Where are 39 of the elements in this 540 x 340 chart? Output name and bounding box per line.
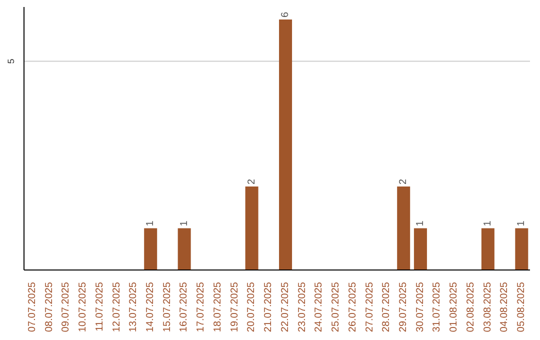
x-tick-label: 13.07.2025 [128,282,140,332]
x-tick-label: 21.07.2025 [263,282,274,332]
x-tick-label: 27.07.2025 [364,282,376,332]
x-tick-label: 16.07.2025 [178,282,190,332]
x-tick-label: 30.07.2025 [414,282,426,332]
x-tick-label: 23.07.2025 [296,282,308,332]
x-tick-label: 05.08.2025 [516,282,528,332]
x-tick-label: 26.07.2025 [347,282,358,332]
data-label: 1 [414,220,426,226]
x-tick-label: 18.07.2025 [212,282,224,332]
x-tick-label: 01.08.2025 [448,282,460,332]
x-tick-label: 22.07.2025 [280,282,291,332]
x-tick-label: 24.07.2025 [314,282,325,332]
x-tick-label: 19.07.2025 [229,282,240,332]
data-label: 1 [482,220,494,226]
x-tick-label: 15.07.2025 [162,282,173,332]
data-label: 2 [398,178,410,185]
data-label: 6 [280,12,292,18]
x-tick-label: 31.07.2025 [432,282,443,332]
x-tick-label: 12.07.2025 [111,282,122,332]
y-tick-label: 5 [6,58,16,64]
data-label: 1 [516,220,528,226]
x-tick-label: 10.07.2025 [78,282,89,332]
x-tick-label: 25.07.2025 [330,282,342,332]
data-label: 2 [246,178,258,185]
x-tick-label: 08.07.2025 [44,282,55,332]
x-tick-label: 02.08.2025 [465,282,476,332]
x-tick-label: 04.08.2025 [499,282,510,332]
x-tick-label: 07.07.2025 [26,282,38,332]
data-label: 1 [178,220,190,226]
x-tick-label: 29.07.2025 [398,282,409,332]
x-tick-label: 14.07.2025 [145,282,156,332]
x-tick-label: 17.07.2025 [196,282,207,332]
data-label: 1 [145,220,156,226]
x-tick-label: 09.07.2025 [60,282,72,332]
x-tick-label: 20.07.2025 [246,282,258,332]
x-tick-label: 03.08.2025 [482,282,494,332]
x-tick-label: 28.07.2025 [381,282,392,332]
x-tick-label: 11.07.2025 [94,282,106,332]
